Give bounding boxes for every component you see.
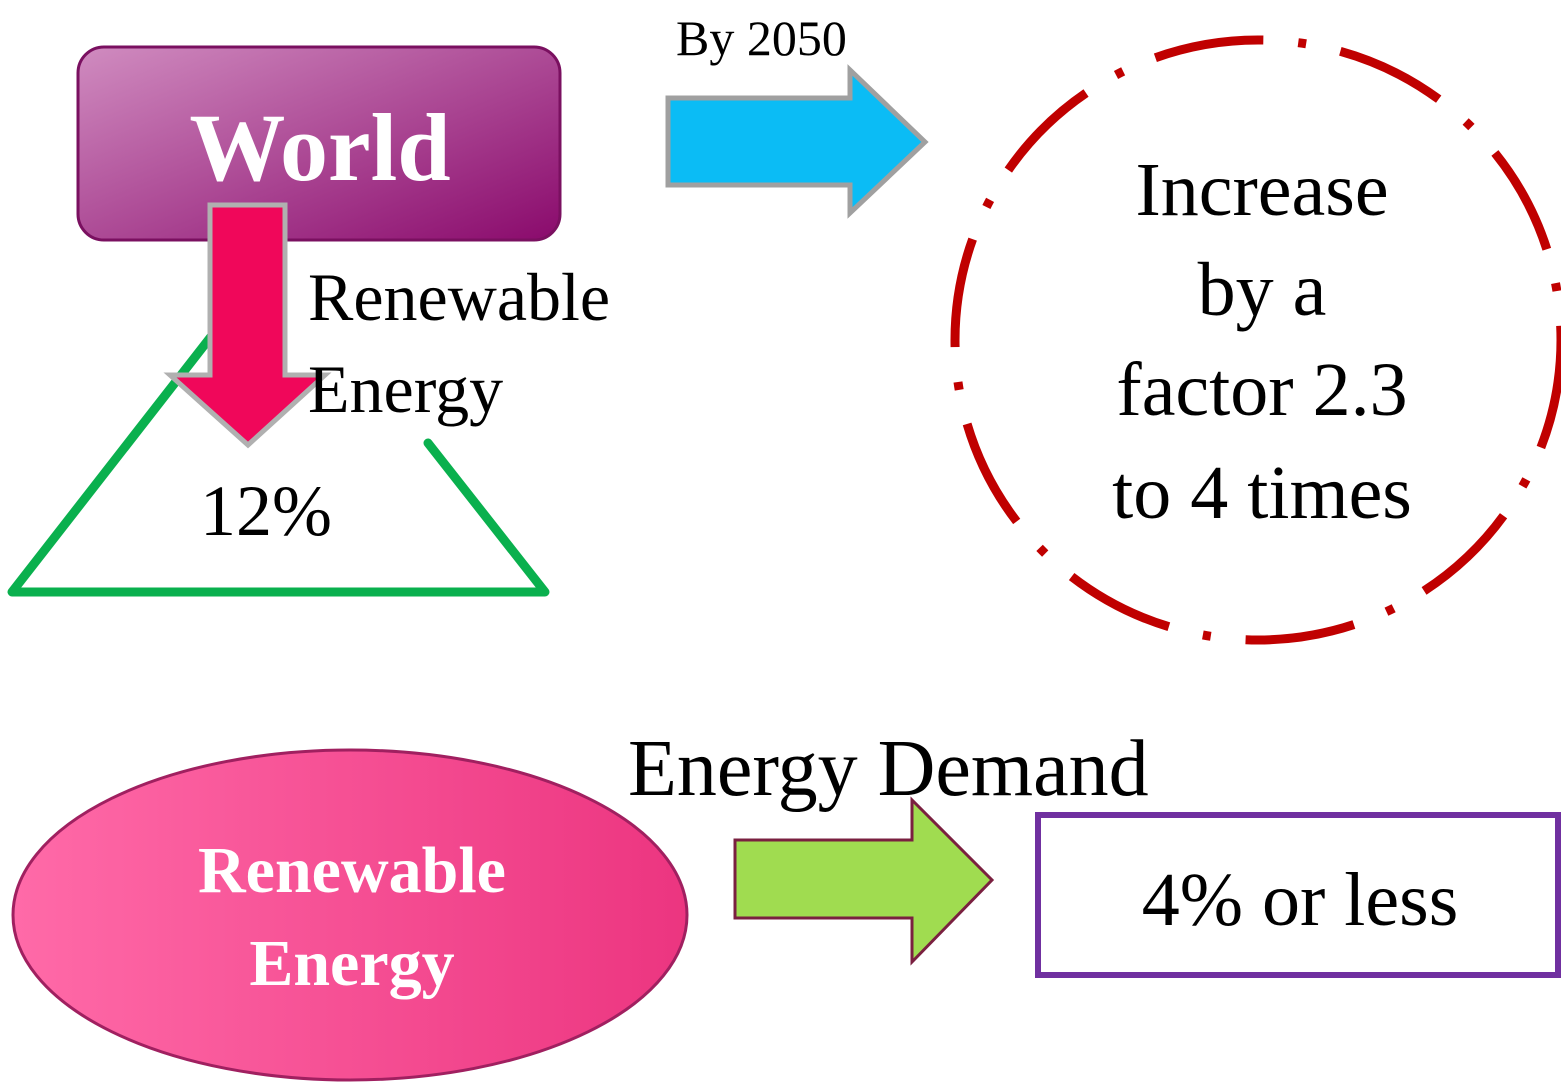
top-arrow — [665, 64, 929, 219]
ellipse-label: Renewable — [198, 834, 506, 907]
triangle-label: 12% — [200, 471, 332, 551]
world-label: World — [189, 94, 450, 201]
bottom-arrow-label: Energy Demand — [628, 725, 1149, 813]
circle-label: to 4 times — [1112, 451, 1412, 535]
dashed-circle — [950, 35, 1561, 645]
box-label: 4% or less — [1142, 858, 1459, 942]
circle-label: Increase — [1135, 148, 1388, 232]
ellipse-label: Energy — [249, 927, 454, 1000]
circle-label: by a — [1198, 248, 1327, 332]
down-arrow-label: Renewable — [308, 259, 610, 335]
down-arrow — [163, 202, 332, 449]
ellipse — [11, 748, 689, 1082]
circle-label: factor 2.3 — [1116, 348, 1407, 432]
result-box — [1035, 812, 1561, 978]
bottom-arrow — [733, 796, 995, 966]
down-arrow-label: Energy — [308, 351, 503, 427]
world-box — [76, 45, 562, 242]
triangle — [7, 320, 550, 597]
top-arrow-label: By 2050 — [676, 10, 847, 66]
